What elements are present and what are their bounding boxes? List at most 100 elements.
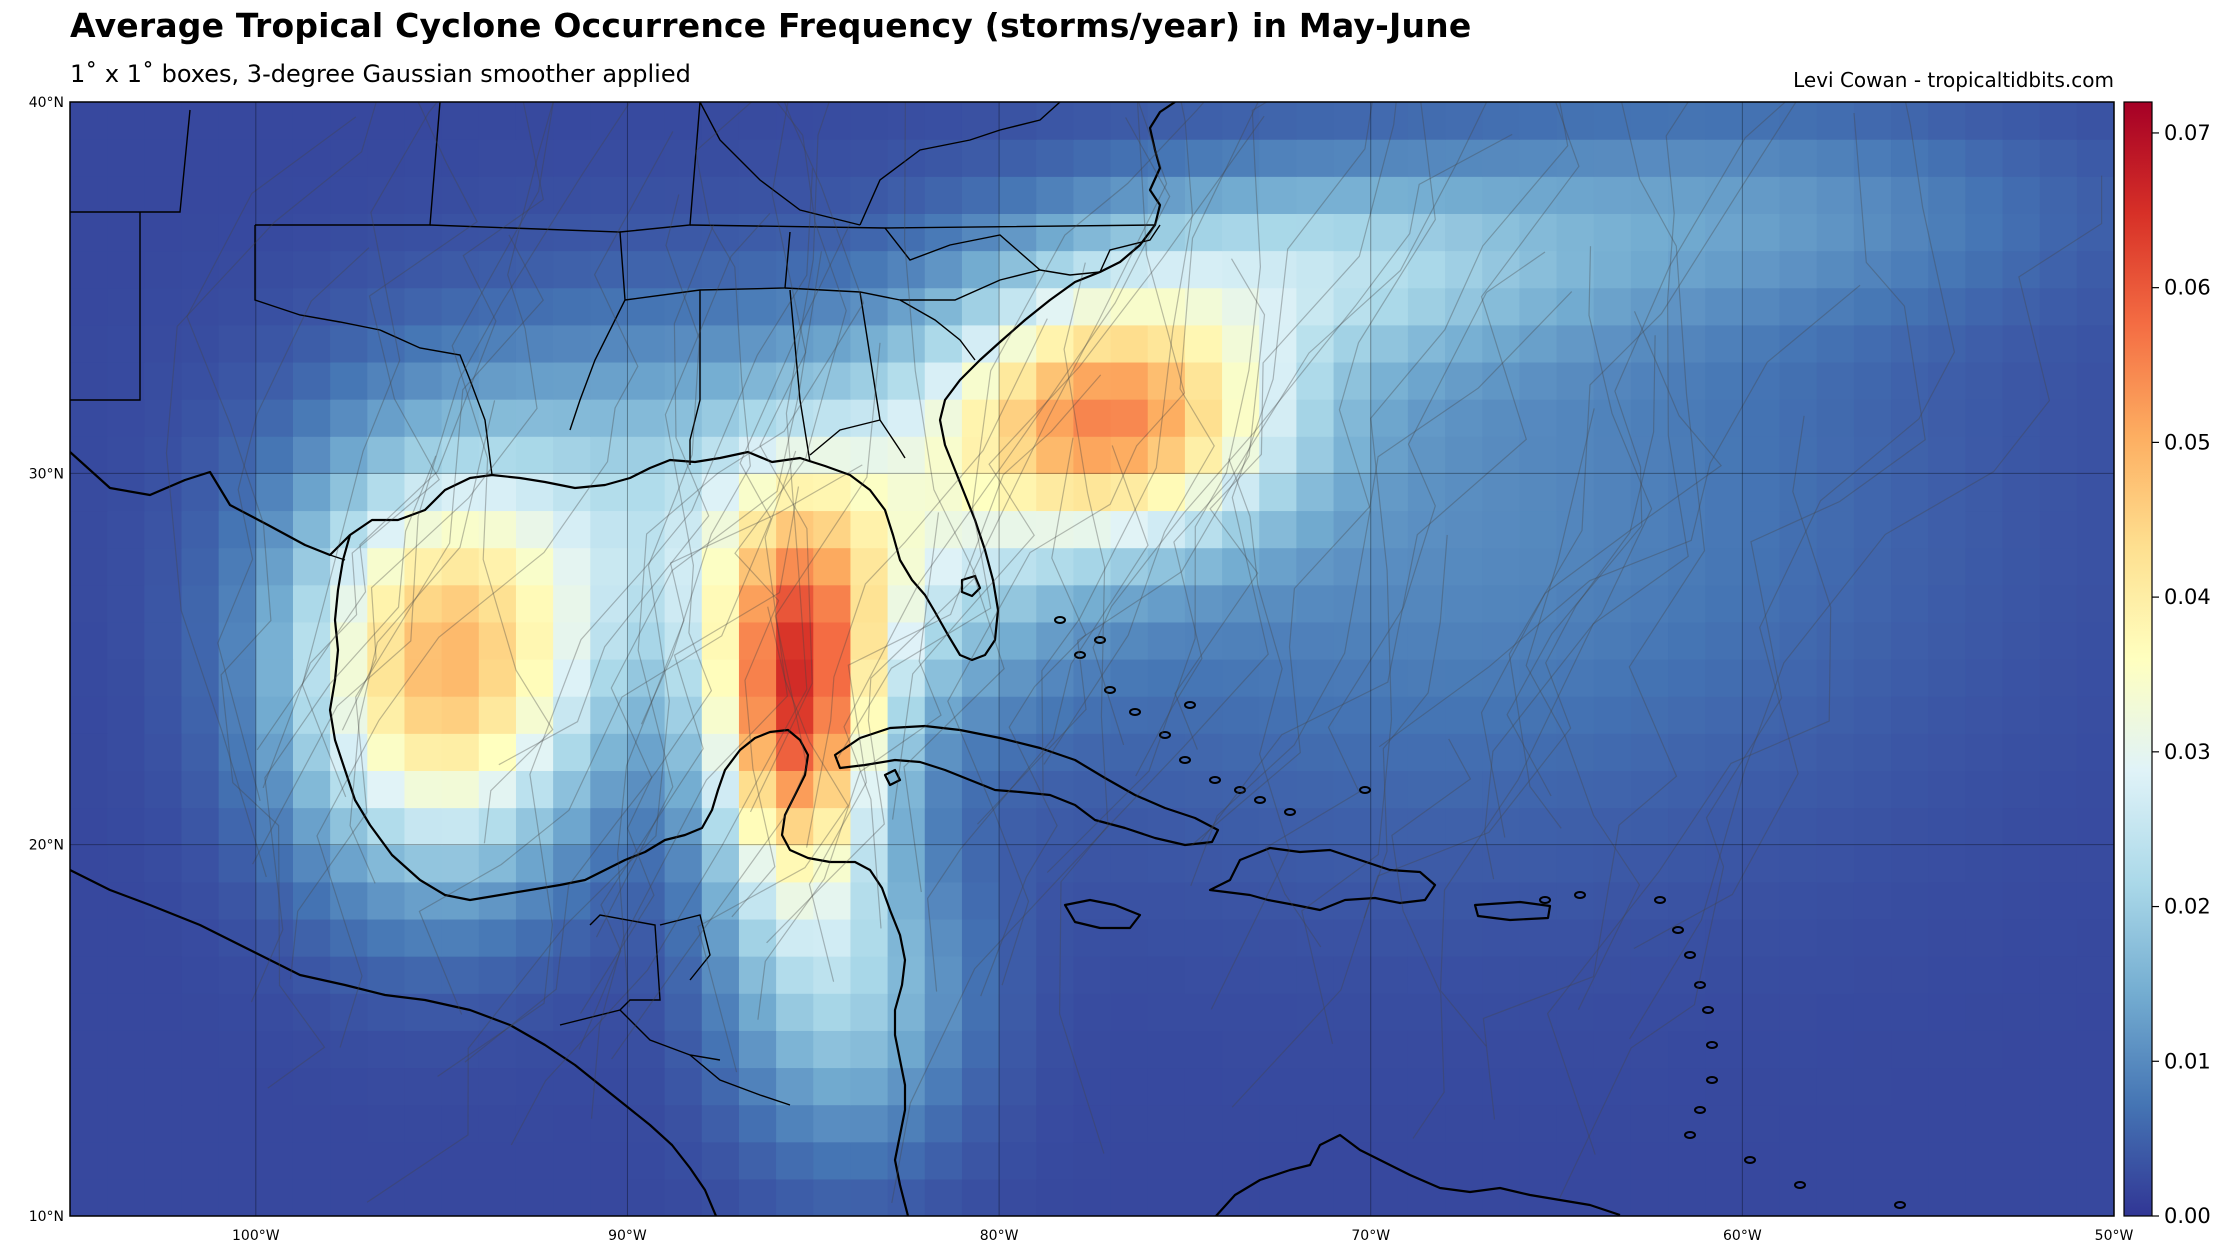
heat-cell xyxy=(924,473,963,512)
heat-cell xyxy=(1928,324,1966,363)
heat-cell xyxy=(1965,844,2004,883)
heat-cell xyxy=(107,176,145,214)
heat-cell xyxy=(181,770,220,809)
heat-cell xyxy=(961,213,1000,252)
heat-cell xyxy=(1556,956,1595,994)
heat-cell xyxy=(1222,547,1260,586)
heat-cell xyxy=(1705,102,1743,140)
heat-cell xyxy=(1222,102,1260,140)
heat-cell xyxy=(2002,1030,2041,1069)
heat-cell xyxy=(1742,250,1781,289)
heat-cell xyxy=(590,361,629,400)
heat-cell xyxy=(1184,1067,1223,1106)
heat-cell xyxy=(1705,770,1743,809)
storm-track xyxy=(1629,175,2103,1040)
heat-cell xyxy=(813,696,852,734)
heat-cell xyxy=(1333,1030,1372,1069)
heat-cell xyxy=(813,621,852,660)
heat-cell xyxy=(292,213,331,252)
heat-cell xyxy=(1630,361,1669,400)
heat-cell xyxy=(144,213,183,252)
heat-cell xyxy=(1853,510,1892,549)
heat-cell xyxy=(887,436,926,474)
heat-cell xyxy=(887,993,926,1031)
heat-cell xyxy=(1407,844,1446,883)
heat-cell xyxy=(924,361,963,400)
heat-cell xyxy=(404,399,443,437)
heat-cell xyxy=(1742,399,1781,437)
heat-cell xyxy=(1407,956,1446,994)
heat-cell xyxy=(1891,361,1929,400)
heat-cell xyxy=(1519,361,1558,400)
heat-cell xyxy=(107,770,145,809)
heat-cell xyxy=(813,733,852,771)
frequency-heatmap xyxy=(70,102,2114,1216)
heat-cell xyxy=(441,1104,480,1143)
heat-cell xyxy=(1853,324,1892,363)
heat-cell xyxy=(1370,1104,1409,1143)
heat-cell xyxy=(924,956,963,994)
heat-cell xyxy=(1184,510,1223,549)
heat-cell xyxy=(441,621,480,660)
heat-cell xyxy=(330,770,368,809)
heat-cell xyxy=(1630,547,1669,586)
heat-cell xyxy=(1668,139,1706,177)
heat-cell xyxy=(218,659,257,697)
heat-cell xyxy=(515,547,554,586)
heat-cell xyxy=(1556,993,1595,1031)
heat-cell xyxy=(1222,213,1260,252)
storm-track xyxy=(1525,408,1641,1010)
heat-cell xyxy=(850,547,889,586)
heat-cell xyxy=(1742,324,1781,363)
heat-cell xyxy=(1296,547,1335,586)
heat-cell xyxy=(1259,956,1297,994)
heat-cell xyxy=(1036,1030,1075,1069)
heat-cell xyxy=(1296,807,1335,846)
heat-cell xyxy=(1928,696,1966,734)
heat-cell xyxy=(1036,250,1075,289)
storm-track xyxy=(697,606,849,1073)
heat-cell xyxy=(1036,399,1075,437)
heat-cell xyxy=(70,584,108,623)
heat-cell xyxy=(1668,844,1706,883)
heat-cell xyxy=(478,733,517,771)
heat-cell xyxy=(1147,844,1186,883)
heat-cell xyxy=(776,213,814,252)
heat-cell xyxy=(627,361,666,400)
heat-cell xyxy=(999,139,1037,177)
heat-cell xyxy=(478,213,517,252)
heat-cell xyxy=(1482,102,1520,140)
heat-cell xyxy=(107,510,145,549)
colorbar-tick-label: 0.05 xyxy=(2164,430,2211,454)
heat-cell xyxy=(70,102,108,140)
heat-cell xyxy=(1742,993,1781,1031)
heat-cell xyxy=(627,510,666,549)
heat-cell xyxy=(1407,287,1446,326)
storm-track xyxy=(252,102,631,865)
lon-tick-label: 80°W xyxy=(980,1228,1019,1244)
heat-cell xyxy=(1482,1104,1520,1143)
heat-cell xyxy=(1110,399,1149,437)
heat-cell xyxy=(1816,139,1855,177)
heat-cell xyxy=(627,1178,666,1216)
heat-cell xyxy=(1779,1178,1818,1216)
heat-cell xyxy=(776,1178,814,1216)
heat-cell xyxy=(1333,918,1372,957)
heat-cell xyxy=(590,1178,629,1216)
heat-cell xyxy=(590,1067,629,1106)
heat-cell xyxy=(850,176,889,214)
heat-cell xyxy=(367,361,406,400)
heat-cell xyxy=(1110,993,1149,1031)
heat-cell xyxy=(1333,287,1372,326)
heat-cell xyxy=(404,176,443,214)
heat-cell xyxy=(1928,584,1966,623)
heat-cell xyxy=(1296,399,1335,437)
heat-cell xyxy=(478,510,517,549)
heat-cell xyxy=(1110,139,1149,177)
heat-cell xyxy=(738,1067,777,1106)
colorbar-tick-label: 0.07 xyxy=(2164,121,2211,145)
heat-cell xyxy=(181,287,220,326)
heat-cell xyxy=(701,1030,740,1069)
heat-cell xyxy=(1630,993,1669,1031)
heat-cell xyxy=(1184,176,1223,214)
